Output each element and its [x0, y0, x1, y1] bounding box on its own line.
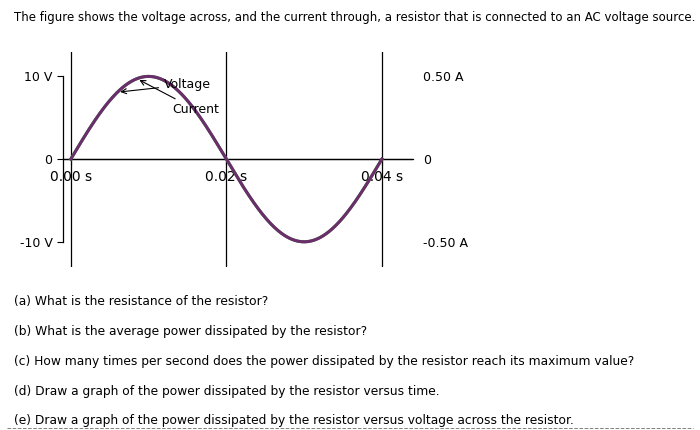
- Text: (a) What is the resistance of the resistor?: (a) What is the resistance of the resist…: [14, 295, 268, 307]
- Text: (c) How many times per second does the power dissipated by the resistor reach it: (c) How many times per second does the p…: [14, 355, 634, 368]
- Text: Current: Current: [141, 80, 219, 116]
- Text: (e) Draw a graph of the power dissipated by the resistor versus voltage across t: (e) Draw a graph of the power dissipated…: [14, 414, 574, 427]
- Text: (b) What is the average power dissipated by the resistor?: (b) What is the average power dissipated…: [14, 325, 367, 338]
- Text: The figure shows the voltage across, and the current through, a resistor that is: The figure shows the voltage across, and…: [14, 11, 695, 24]
- Text: Voltage: Voltage: [121, 78, 211, 94]
- Text: (d) Draw a graph of the power dissipated by the resistor versus time.: (d) Draw a graph of the power dissipated…: [14, 385, 440, 398]
